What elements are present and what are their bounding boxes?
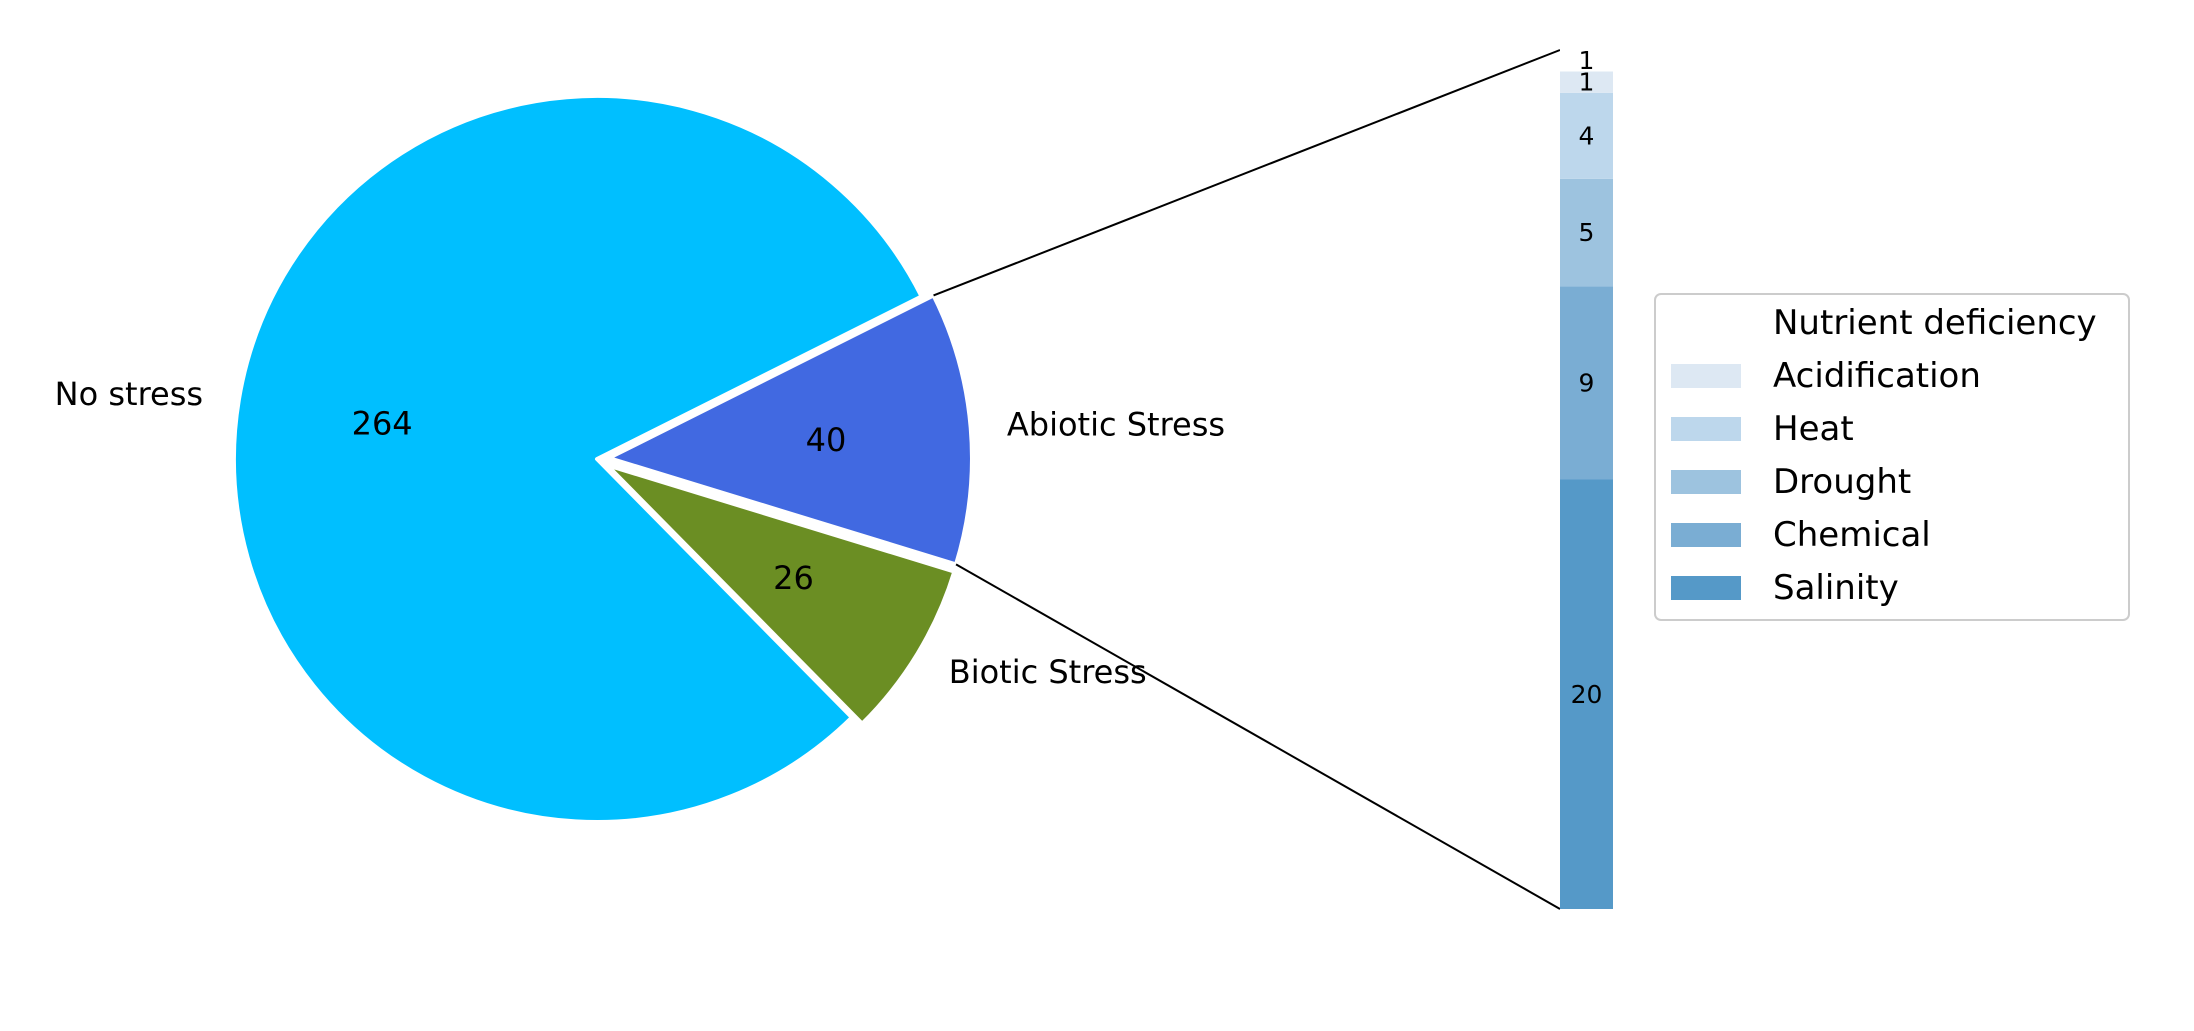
pie-label-biotic-stress: Biotic Stress (949, 653, 1147, 691)
connector-line-bottom (955, 563, 1561, 910)
legend-label-salinity: Salinity (1773, 568, 1899, 608)
bar-segment-acidification (1560, 71, 1613, 93)
legend-swatch-chemical (1671, 523, 1741, 547)
bar-value-salinity: 20 (1571, 680, 1603, 709)
bar-value-drought: 5 (1579, 218, 1595, 247)
legend: Nutrient deficiency Acidification Heat Drou… (1654, 293, 2130, 621)
bar-segment-nutrient-deficiency (1560, 50, 1613, 72)
pie-value-no-stress: 264 (352, 404, 413, 442)
bar-value-chemical: 9 (1579, 368, 1595, 397)
legend-label-drought: Drought (1773, 462, 1911, 502)
legend-label-nutrient-deficiency: Nutrient deficiency (1773, 303, 2097, 343)
pie-slice-biotic-stress (605, 463, 957, 726)
pie-value-biotic-stress: 26 (773, 559, 814, 597)
legend-swatch-acidification (1671, 364, 1741, 388)
pie-label-no-stress: No stress (55, 375, 203, 413)
legend-label-heat: Heat (1773, 409, 1854, 449)
pie-label-abiotic-stress: Abiotic Stress (1007, 406, 1225, 444)
legend-swatch-salinity (1671, 576, 1741, 600)
bar-segment-heat (1560, 92, 1613, 179)
legend-label-chemical: Chemical (1773, 515, 1931, 555)
connector-lines (933, 49, 1561, 910)
legend-swatch-heat (1671, 417, 1741, 441)
pie-slice-no-stress (232, 94, 924, 824)
legend-swatch-drought (1671, 470, 1741, 494)
legend-label-acidification: Acidification (1773, 356, 1981, 396)
bar-segment-chemical (1560, 286, 1613, 480)
legend-frame (1654, 293, 2130, 621)
bar-segment-salinity (1560, 479, 1613, 909)
bar-value-acidification: 1 (1579, 68, 1595, 97)
bar-value-nutrient-deficiency: 1 (1579, 46, 1595, 75)
abiotic-breakdown-bar: 20 9 5 4 11 (1560, 46, 1613, 909)
bar-value-heat: 4 (1579, 121, 1595, 150)
pie-slice-abiotic-stress (606, 293, 974, 567)
bar-segment-drought (1560, 178, 1613, 287)
connector-line-top (933, 49, 1561, 297)
pie: 264 No stress 26 Biotic Stress 40 Abiotic Str… (55, 94, 1225, 824)
pie-value-abiotic-stress: 40 (806, 421, 847, 459)
legend-swatch-nutrient-deficiency (1671, 311, 1741, 335)
